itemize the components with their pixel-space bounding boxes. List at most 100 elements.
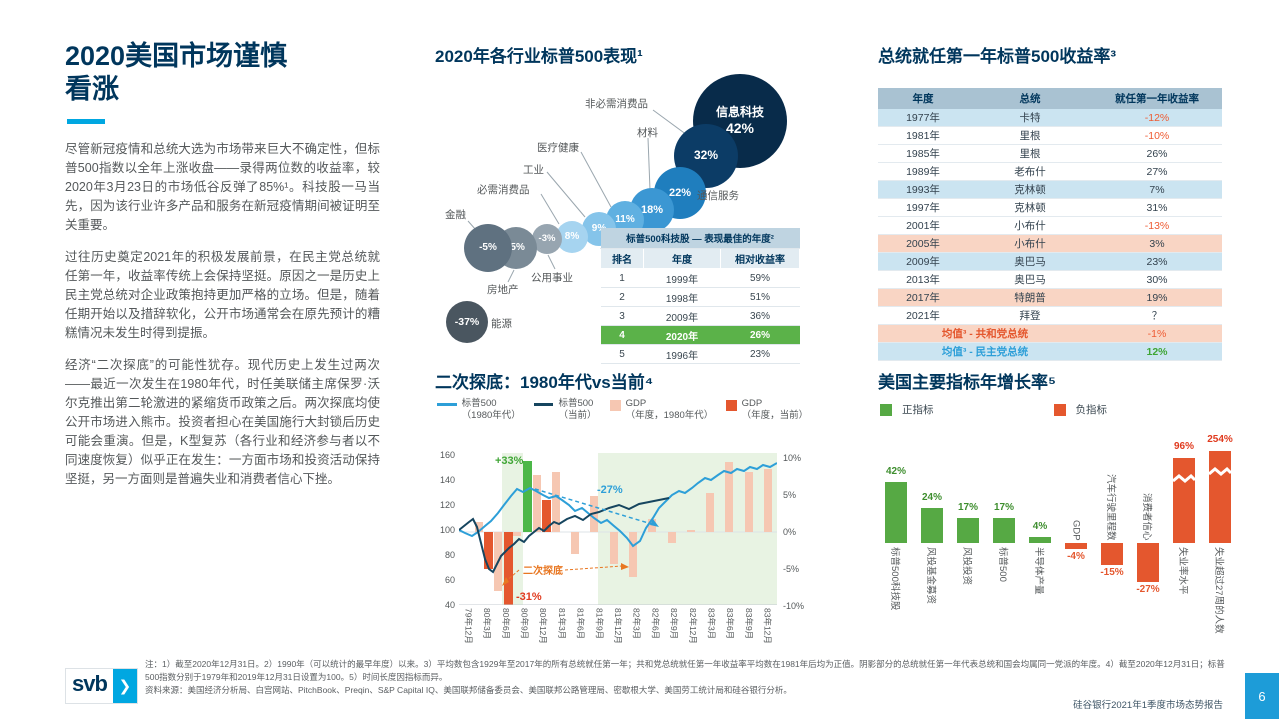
cell-year: 2005年 [878, 234, 968, 253]
cell-return: 26% [720, 325, 800, 345]
cell-rank: 4 [600, 325, 644, 345]
annotation-drawdown: -27% [597, 484, 623, 496]
cell-return: 19% [1092, 288, 1222, 307]
cell-return: -12% [1092, 109, 1222, 127]
table-header-row: 排名 年度 相对收益率 [600, 248, 800, 269]
table-row: 2021年 拜登 ？ [878, 306, 1222, 325]
col-header-return: 相对收益率 [720, 248, 800, 269]
x-tick: 83年12月 [762, 608, 773, 644]
cell-year: 2009年 [643, 306, 721, 326]
bar-category: 失业超过27周的人数 [1213, 547, 1224, 634]
page-title-line2: 看涨 [65, 73, 119, 104]
bar-category: 半导体产量 [1033, 547, 1044, 595]
double-dip-canvas: +33% -27% -31% 二次探底 [459, 453, 777, 605]
bar-group: -27% 消费者信心 [1130, 428, 1166, 660]
accent-bar [67, 118, 105, 124]
y-axis-tick: 80 [444, 550, 455, 560]
bubble-value: -5% [507, 242, 525, 254]
table-row: 1993年 克林顿 7% [878, 180, 1222, 199]
bar-value: 96% [1173, 441, 1194, 452]
cell-year: 1993年 [878, 180, 968, 199]
double-dip-legend: 标普500 （1980年代） 标普500 （当前） GDP （年度，1980年代… [437, 398, 809, 422]
bubble-value: 32% [693, 148, 719, 163]
legend-label: 标普500 （当前） [558, 398, 597, 421]
bar-group: -4% GDP [1058, 428, 1094, 660]
bar-value: 42% [885, 466, 906, 477]
orange-swatch [1053, 403, 1066, 416]
y-axis-tick: 60 [444, 575, 455, 585]
bubble-value: 42% [725, 119, 755, 136]
cell-year: 1996年 [643, 344, 721, 364]
table-row: 2009年 奥巴马 23% [878, 252, 1222, 271]
cell-year: 1977年 [878, 109, 968, 127]
cell-president: 克林顿 [968, 198, 1092, 217]
bubble-value: 11% [615, 214, 635, 226]
bubble-value: 9% [591, 223, 607, 235]
bar-value: 17% [993, 502, 1014, 513]
bubble-value: -37% [454, 315, 480, 328]
cell-rank: 2 [600, 287, 644, 307]
cell-president: 小布什 [968, 234, 1092, 253]
legend-item: GDP （年度，1980年代） [609, 398, 713, 422]
double-dip-title: 二次探底：1980年代vs当前⁴ [435, 373, 654, 392]
bar [1065, 543, 1087, 549]
bar [1101, 543, 1123, 565]
x-tick: 82年3月 [631, 608, 642, 640]
bubble-caption-financials: 金融 [445, 209, 466, 221]
bar-group: 4% 半导体产量 [1022, 428, 1058, 660]
y-axis-tick: 160 [439, 450, 455, 460]
bubble-financials: -5% [464, 224, 512, 272]
cell-president: 拜登 [968, 306, 1092, 325]
cell-year: 1999年 [643, 268, 721, 288]
legend-item: GDP （年度，当前） [725, 398, 809, 422]
cell-year: 2013年 [878, 270, 968, 289]
line-swatch-light-blue [437, 403, 457, 406]
cell-year: 1989年 [878, 162, 968, 181]
avg-label: 均值³ - 共和党总统 [878, 324, 1092, 343]
legend-label: GDP （年度，当前） [741, 398, 809, 421]
cell-return: 26% [1092, 144, 1222, 163]
cell-return: 51% [720, 287, 800, 307]
y2-axis-tick: -5% [783, 564, 800, 574]
bar-broken-axis [1209, 451, 1231, 543]
leader-lines [467, 109, 696, 283]
legend-item: 标普500 （1980年代） [437, 398, 521, 422]
left-column: 2020美国市场谨慎 看涨 尽管新冠疫情和总统大选为市场带来巨大不确定性，但标普… [65, 40, 380, 502]
bar-group: -15% 汽车行驶里程数 [1094, 428, 1130, 660]
table-avg-row-democrat: 均值³ - 民主党总统 12% [878, 342, 1222, 361]
report-name: 硅谷银行2021年1季度市场态势报告 [1073, 700, 1223, 711]
cell-president: 克林顿 [968, 180, 1092, 199]
cell-president: 老布什 [968, 162, 1092, 181]
cell-year: 2020年 [643, 325, 721, 345]
table-row: 1981年 里根 -10% [878, 126, 1222, 145]
bubble-caption-cons-disc: 非必需消费品 [585, 98, 648, 110]
page-title: 2020美国市场谨慎 看涨 [65, 40, 380, 106]
table-row: 2013年 奥巴马 30% [878, 270, 1222, 289]
bubble-caption-staples: 必需消费品 [477, 184, 530, 196]
cell-year: 1981年 [878, 126, 968, 145]
bar-category: 标普500科技股 [889, 547, 900, 611]
y-axis-tick: 140 [439, 475, 455, 485]
bubble-caption-materials: 材料 [637, 127, 658, 139]
y-axis-tick: 100 [439, 525, 455, 535]
col-header-year: 年度 [878, 88, 968, 109]
cell-return: 23% [720, 344, 800, 364]
square-swatch-orange [725, 400, 737, 411]
cell-return: 7% [1092, 180, 1222, 199]
y2-axis-tick: 10% [783, 453, 802, 463]
cell-year: 2001年 [878, 216, 968, 235]
cell-president: 奥巴马 [968, 252, 1092, 271]
x-tick: 83年6月 [725, 608, 736, 640]
bubble-value: 22% [668, 186, 692, 199]
cell-year: 1985年 [878, 144, 968, 163]
footnote-text: 注：1）截至2020年12月31日。2）1990年（可以统计的最早年度）以来。3… [145, 659, 1225, 682]
cell-president: 里根 [968, 144, 1092, 163]
cell-rank: 3 [600, 306, 644, 326]
bar [1029, 537, 1051, 543]
x-tick: 83年3月 [706, 608, 717, 640]
bubble-value: -3% [538, 232, 556, 244]
x-tick: 81年12月 [612, 608, 623, 644]
x-tick: 81年6月 [575, 608, 586, 640]
table-header-row: 年度 总统 就任第一年收益率 [878, 88, 1222, 109]
